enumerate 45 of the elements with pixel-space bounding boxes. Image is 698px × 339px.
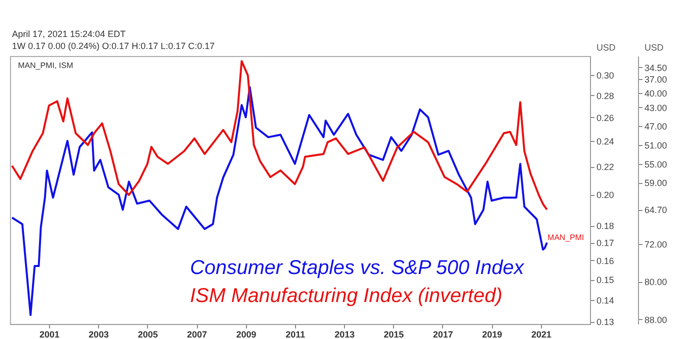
y2-tick-label: 34.50 [644, 62, 668, 73]
y2-tick-label: 47.00 [644, 122, 668, 132]
annotation: MAN_PMI, ISM [18, 61, 74, 70]
x-tick-label: 2001 [40, 330, 60, 339]
y2-tick-label: 40.00 [644, 88, 668, 99]
y2-tick-label: 55.00 [644, 159, 668, 170]
y2-tick-label: 72.00 [644, 239, 668, 250]
y-tick-label: 0.24 [596, 136, 614, 146]
y-tick-label: 0.20 [596, 190, 614, 200]
y2-axis-title: USD [644, 42, 664, 52]
x-tick-label: 2007 [187, 330, 208, 339]
x-tick-label: 2021 [531, 330, 552, 339]
text: April 17, 2021 15:24:04 EDT [12, 29, 126, 39]
x-tick-label: 2011 [286, 330, 306, 339]
x-tick-label: 2005 [138, 330, 158, 339]
line-series [11, 60, 548, 211]
x-tick-label: 2017 [432, 330, 454, 339]
y-tick-label: 0.14 [596, 295, 614, 306]
x-tick-label: 2013 [334, 330, 355, 339]
x-tick-label: 2019 [482, 330, 502, 339]
y2-tick-label: 80.00 [644, 277, 668, 288]
y-tick-label: 0.13 [596, 317, 614, 328]
text: 1W 0.17 0.00 (0.24%) O:0.17 H:0.17 L:0.17 C:0.17 [12, 41, 215, 51]
x-tick-label: 2009 [236, 330, 256, 339]
y2-tick-label: 64.70 [644, 205, 668, 216]
y2-tick-label: 51.00 [644, 140, 668, 151]
y2-tick-label: 59.00 [644, 178, 668, 188]
series-label: Consumer Staples vs. S&P 500 Index [190, 257, 525, 279]
y-tick-label: 0.17 [596, 238, 614, 248]
y2-tick-label: 43.00 [644, 102, 668, 113]
x-tick-label: 2015 [384, 330, 404, 339]
y-tick-label: 0.30 [596, 70, 614, 81]
line-series [11, 86, 548, 316]
y2-tick-label: 37.00 [644, 74, 668, 85]
y-tick-label: 0.22 [596, 162, 614, 172]
text: ISM Manufacturing Index (inverted) [190, 285, 502, 307]
y-tick-label: 0.18 [596, 221, 614, 232]
y-axis-title: USD [596, 42, 616, 52]
y-tick-label: 0.26 [596, 112, 614, 123]
y-tick-label: 0.28 [596, 90, 614, 101]
y-tick-label: 0.15 [596, 275, 614, 286]
annotation: MAN_PMI [548, 233, 584, 242]
y-tick-label: 0.16 [596, 256, 614, 266]
y2-tick-label: 88.00 [644, 314, 668, 325]
x-tick-label: 2003 [88, 330, 109, 339]
